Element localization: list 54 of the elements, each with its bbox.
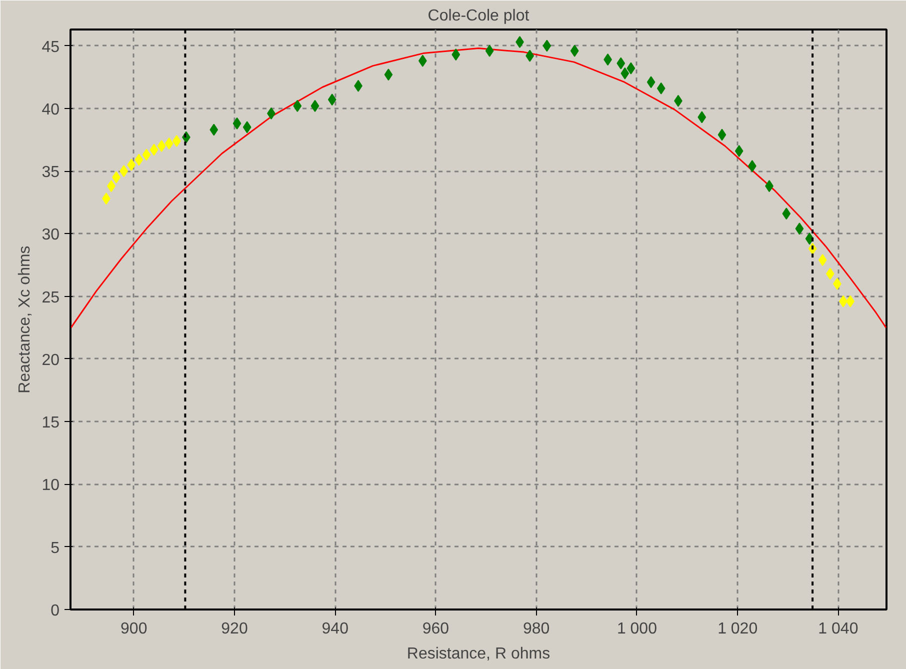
point [134, 154, 144, 166]
x-tick-label: 1 020 [718, 620, 758, 638]
x-tick-label: 900 [120, 620, 148, 638]
point [142, 148, 151, 161]
point [570, 44, 579, 57]
y-tick-label: 15 [42, 414, 60, 432]
point [782, 208, 791, 220]
x-tick-label: 980 [523, 620, 550, 638]
point [328, 94, 336, 106]
point [310, 100, 320, 112]
y-tick-label: 10 [42, 477, 60, 494]
line-series [70, 48, 886, 328]
y-tick-label: 20 [42, 352, 60, 369]
point [656, 82, 666, 94]
y-tick-label: 30 [42, 226, 60, 244]
y-tick-label: 35 [42, 164, 60, 182]
point [164, 137, 174, 150]
point [384, 68, 393, 81]
chart-title: Cole-Cole plot [428, 8, 530, 24]
point [626, 62, 636, 74]
point [293, 100, 302, 112]
point [210, 124, 218, 136]
point [805, 232, 814, 245]
x-tick-label: 940 [322, 620, 349, 638]
point [452, 48, 460, 61]
point [718, 128, 726, 141]
y-tick-label: 5 [50, 540, 60, 557]
point [542, 40, 552, 52]
point [172, 134, 181, 147]
x-tick-label: 960 [422, 620, 450, 638]
point [646, 76, 656, 88]
point [150, 144, 158, 156]
point [418, 54, 427, 67]
point [242, 121, 252, 134]
point [826, 268, 834, 280]
y-axis-title: Reactance, Xc ohms [16, 246, 34, 394]
y-tick-label: 0 [50, 602, 60, 620]
point [698, 111, 706, 124]
y-tick-label: 40 [42, 101, 60, 118]
x-tick-label: 1 000 [616, 620, 658, 638]
x-axis-title: Resistance, R ohms [406, 646, 550, 662]
point [734, 145, 744, 158]
y-tick-label: 25 [42, 289, 60, 306]
point [795, 222, 804, 235]
point [485, 44, 494, 57]
y-tick-label: 45 [42, 38, 60, 56]
point [818, 254, 827, 266]
x-tick-label: 920 [221, 620, 248, 638]
point [127, 158, 136, 171]
x-tick-label: 1 040 [818, 620, 858, 638]
point [232, 117, 242, 130]
point [616, 57, 626, 70]
point [157, 140, 166, 152]
point [620, 67, 630, 80]
